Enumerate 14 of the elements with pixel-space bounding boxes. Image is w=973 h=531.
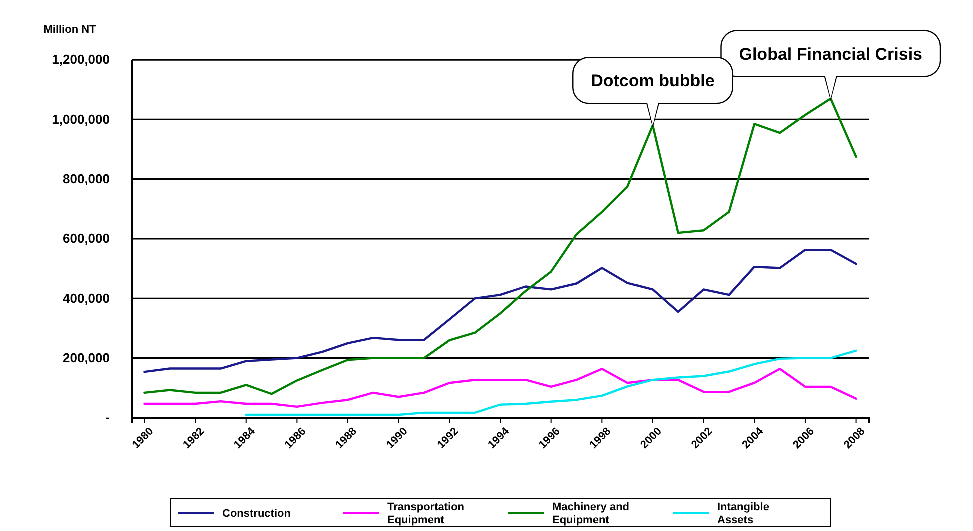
y-tick-label: - xyxy=(106,410,110,426)
y-axis-title: Million NT xyxy=(44,24,97,36)
legend-label: Construction xyxy=(222,508,292,520)
y-tick-label: 600,000 xyxy=(63,231,110,246)
y-tick-label: 1,200,000 xyxy=(52,52,110,68)
y-tick-label: 800,000 xyxy=(63,171,110,186)
annotation: Global Financial Crisis xyxy=(739,44,923,64)
annotation: Dotcom bubble xyxy=(591,72,715,91)
legend-label: Intangible Assets xyxy=(718,502,770,526)
y-tick-label: 200,000 xyxy=(63,350,110,366)
legend-label: Transportation Equipment xyxy=(388,502,465,526)
legend-label: Machinery and Equipment xyxy=(552,502,630,526)
y-tick-label: 1,000,000 xyxy=(52,112,110,127)
y-tick-label: 400,000 xyxy=(63,290,110,306)
